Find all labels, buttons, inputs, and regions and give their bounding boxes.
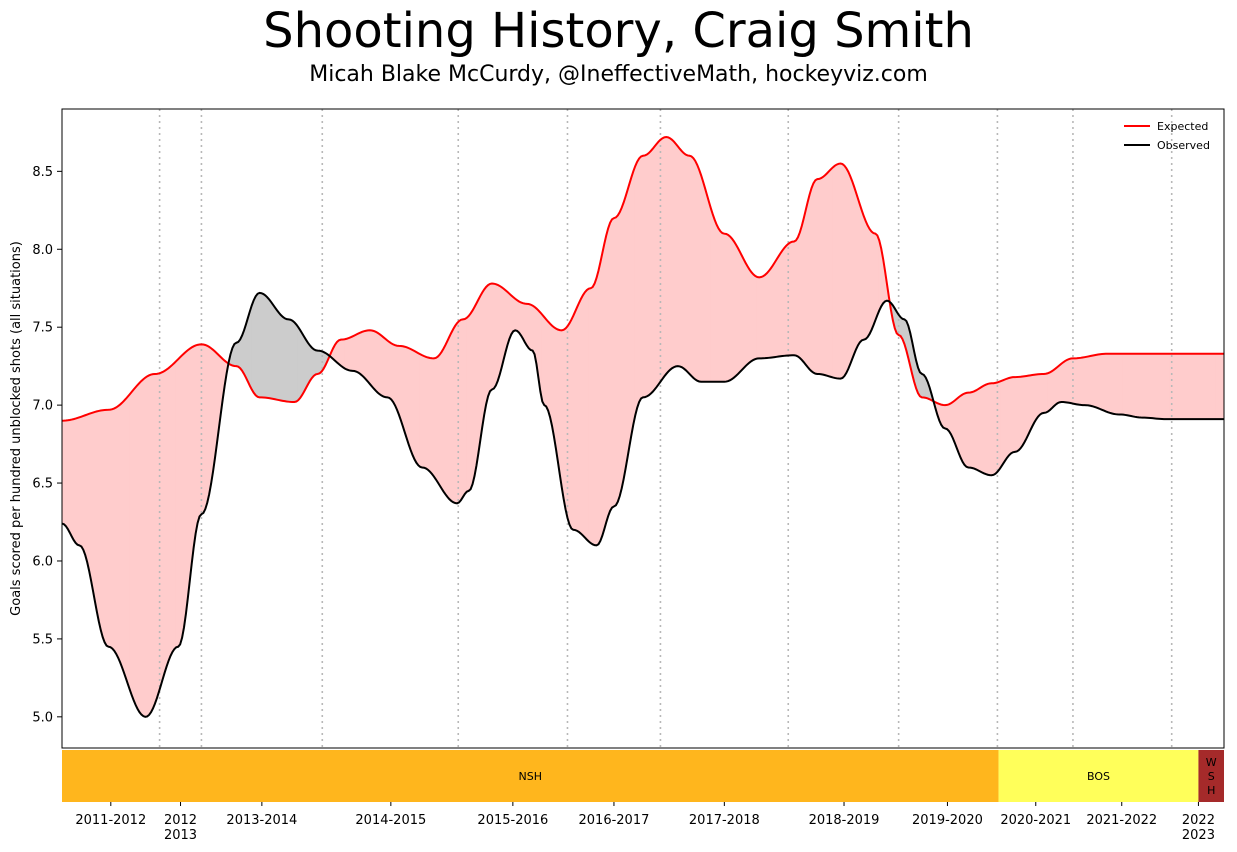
season-label: 2013 (164, 828, 197, 843)
team-segment (62, 750, 999, 802)
legend: Expected Observed (1124, 120, 1210, 152)
y-tick-label: 6.0 (32, 554, 53, 569)
season-label: 2021-2022 (1086, 813, 1157, 828)
season-label: 2014-2015 (355, 813, 426, 828)
legend-label: Expected (1157, 120, 1208, 133)
season-label: 2018-2019 (809, 813, 880, 828)
season-label: 2016-2017 (579, 813, 650, 828)
fill-layer (61, 136, 1225, 718)
y-tick-label: 5.0 (32, 710, 53, 725)
y-tick-label: 8.5 (32, 165, 53, 180)
observed-line (61, 291, 1224, 718)
season-boundary-layer (158, 109, 1173, 748)
season-label: 2019-2020 (912, 813, 983, 828)
chart-title: Shooting History, Craig Smith (263, 3, 974, 59)
legend-label: Observed (1157, 139, 1210, 152)
y-tick-label: 8.0 (32, 243, 53, 258)
axis-layer: 5.0 5.5 6.0 6.5 7.0 7.5 8.0 8.5 Goals scored per… (9, 108, 1225, 843)
team-segment (1198, 750, 1224, 802)
season-label: 2012 (164, 813, 197, 828)
season-label: 2017-2018 (689, 813, 760, 828)
team-label: H (1207, 784, 1215, 797)
team-label: W (1206, 756, 1217, 769)
expected-line (61, 136, 1224, 422)
y-tick-label: 7.5 (32, 321, 53, 336)
team-segment (998, 750, 1199, 802)
y-axis-label: Goals scored per hundred unblocked shots… (9, 241, 24, 616)
team-bar-layer: NSH BOS WSH (62, 750, 1224, 802)
season-label: 2020-2021 (1000, 813, 1071, 828)
chart-subtitle: Micah Blake McCurdy, @IneffectiveMath, h… (309, 62, 928, 87)
series-layer (61, 136, 1224, 718)
y-tick-label: 6.5 (32, 477, 53, 492)
y-tick-label: 7.0 (32, 399, 53, 414)
plot-frame (61, 108, 1225, 749)
y-tick-label: 5.5 (32, 632, 53, 647)
team-label: BOS (1087, 770, 1110, 783)
season-label: 2011-2012 (75, 813, 146, 828)
team-label: S (1208, 770, 1215, 783)
season-label: 2022 (1182, 813, 1215, 828)
season-label: 2023 (1182, 828, 1215, 843)
team-label: NSH (519, 770, 542, 783)
season-label: 2013-2014 (226, 813, 297, 828)
season-label: 2015-2016 (477, 813, 548, 828)
